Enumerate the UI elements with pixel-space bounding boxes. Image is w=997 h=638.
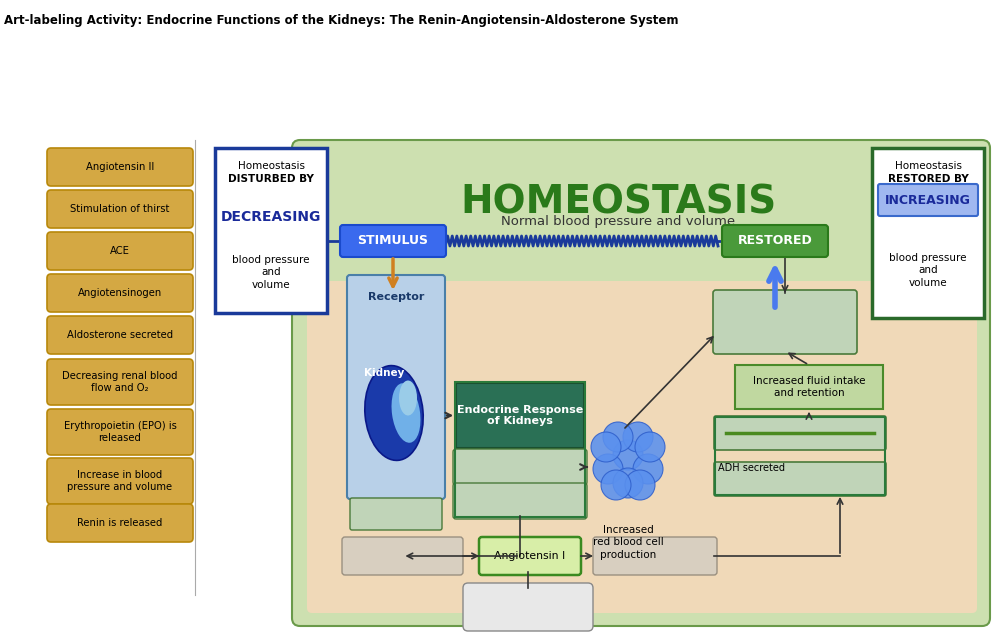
FancyBboxPatch shape — [479, 537, 581, 575]
Circle shape — [635, 432, 665, 462]
Text: HOMEOSTASIS: HOMEOSTASIS — [460, 183, 776, 221]
Text: Endocrine Response
of Kidneys: Endocrine Response of Kidneys — [457, 404, 583, 426]
Text: Homeostasis: Homeostasis — [237, 161, 304, 171]
Text: Kidney: Kidney — [364, 368, 404, 378]
Text: Decreasing renal blood
flow and O₂: Decreasing renal blood flow and O₂ — [62, 371, 177, 393]
Text: Increased
red blood cell
production: Increased red blood cell production — [592, 525, 663, 560]
FancyBboxPatch shape — [593, 537, 717, 575]
FancyBboxPatch shape — [47, 190, 193, 228]
Circle shape — [613, 468, 643, 498]
Text: Renin is released: Renin is released — [78, 518, 163, 528]
FancyBboxPatch shape — [453, 449, 587, 485]
FancyBboxPatch shape — [878, 184, 978, 216]
Text: RESTORED BY: RESTORED BY — [887, 174, 968, 184]
Text: INCREASING: INCREASING — [885, 193, 971, 207]
Text: ACE: ACE — [110, 246, 130, 256]
FancyBboxPatch shape — [47, 504, 193, 542]
Text: Stimulation of thirst: Stimulation of thirst — [71, 204, 169, 214]
Text: blood pressure
and
volume: blood pressure and volume — [232, 255, 310, 290]
Circle shape — [603, 422, 633, 452]
Ellipse shape — [365, 366, 423, 461]
Text: Angiotensin I: Angiotensin I — [495, 551, 565, 561]
Circle shape — [593, 454, 623, 484]
Text: Increased fluid intake
and retention: Increased fluid intake and retention — [753, 376, 865, 398]
FancyBboxPatch shape — [47, 316, 193, 354]
FancyBboxPatch shape — [47, 274, 193, 312]
FancyBboxPatch shape — [215, 148, 327, 313]
FancyBboxPatch shape — [292, 140, 990, 626]
Text: STIMULUS: STIMULUS — [358, 235, 429, 248]
Text: DECREASING: DECREASING — [220, 210, 321, 224]
FancyBboxPatch shape — [456, 383, 584, 448]
Text: blood pressure
and
volume: blood pressure and volume — [889, 253, 967, 288]
Text: Erythropoietin (EPO) is
released: Erythropoietin (EPO) is released — [64, 421, 176, 443]
FancyBboxPatch shape — [463, 583, 593, 631]
Ellipse shape — [392, 383, 421, 443]
Text: Art-labeling Activity: Endocrine Functions of the Kidneys: The Renin-Angiotensin: Art-labeling Activity: Endocrine Functio… — [4, 14, 679, 27]
Text: Angiotensinogen: Angiotensinogen — [78, 288, 163, 298]
Ellipse shape — [399, 380, 417, 415]
FancyBboxPatch shape — [714, 462, 886, 496]
Text: Aldosterone secreted: Aldosterone secreted — [67, 330, 173, 340]
Text: Homeostasis: Homeostasis — [894, 161, 961, 171]
FancyBboxPatch shape — [342, 537, 463, 575]
FancyBboxPatch shape — [47, 359, 193, 405]
Circle shape — [601, 470, 631, 500]
FancyBboxPatch shape — [453, 483, 587, 519]
FancyBboxPatch shape — [47, 458, 193, 504]
Text: Increase in blood
pressure and volume: Increase in blood pressure and volume — [68, 470, 172, 492]
Text: ADH secreted: ADH secreted — [718, 463, 785, 473]
FancyBboxPatch shape — [713, 290, 857, 354]
FancyBboxPatch shape — [714, 416, 886, 450]
Circle shape — [613, 440, 643, 470]
FancyBboxPatch shape — [340, 225, 446, 257]
FancyBboxPatch shape — [735, 365, 883, 409]
Text: Angiotensin II: Angiotensin II — [86, 162, 155, 172]
FancyBboxPatch shape — [307, 281, 977, 613]
FancyBboxPatch shape — [47, 409, 193, 455]
Circle shape — [633, 454, 663, 484]
FancyBboxPatch shape — [872, 148, 984, 318]
Text: RESTORED: RESTORED — [738, 235, 813, 248]
FancyBboxPatch shape — [347, 275, 445, 499]
FancyBboxPatch shape — [350, 498, 442, 530]
FancyBboxPatch shape — [47, 232, 193, 270]
FancyBboxPatch shape — [722, 225, 828, 257]
Text: DISTURBED BY: DISTURBED BY — [228, 174, 314, 184]
Circle shape — [591, 432, 621, 462]
Text: Normal blood pressure and volume: Normal blood pressure and volume — [500, 215, 735, 228]
Circle shape — [625, 470, 655, 500]
Circle shape — [623, 422, 653, 452]
Text: Receptor: Receptor — [368, 292, 424, 302]
FancyBboxPatch shape — [47, 148, 193, 186]
